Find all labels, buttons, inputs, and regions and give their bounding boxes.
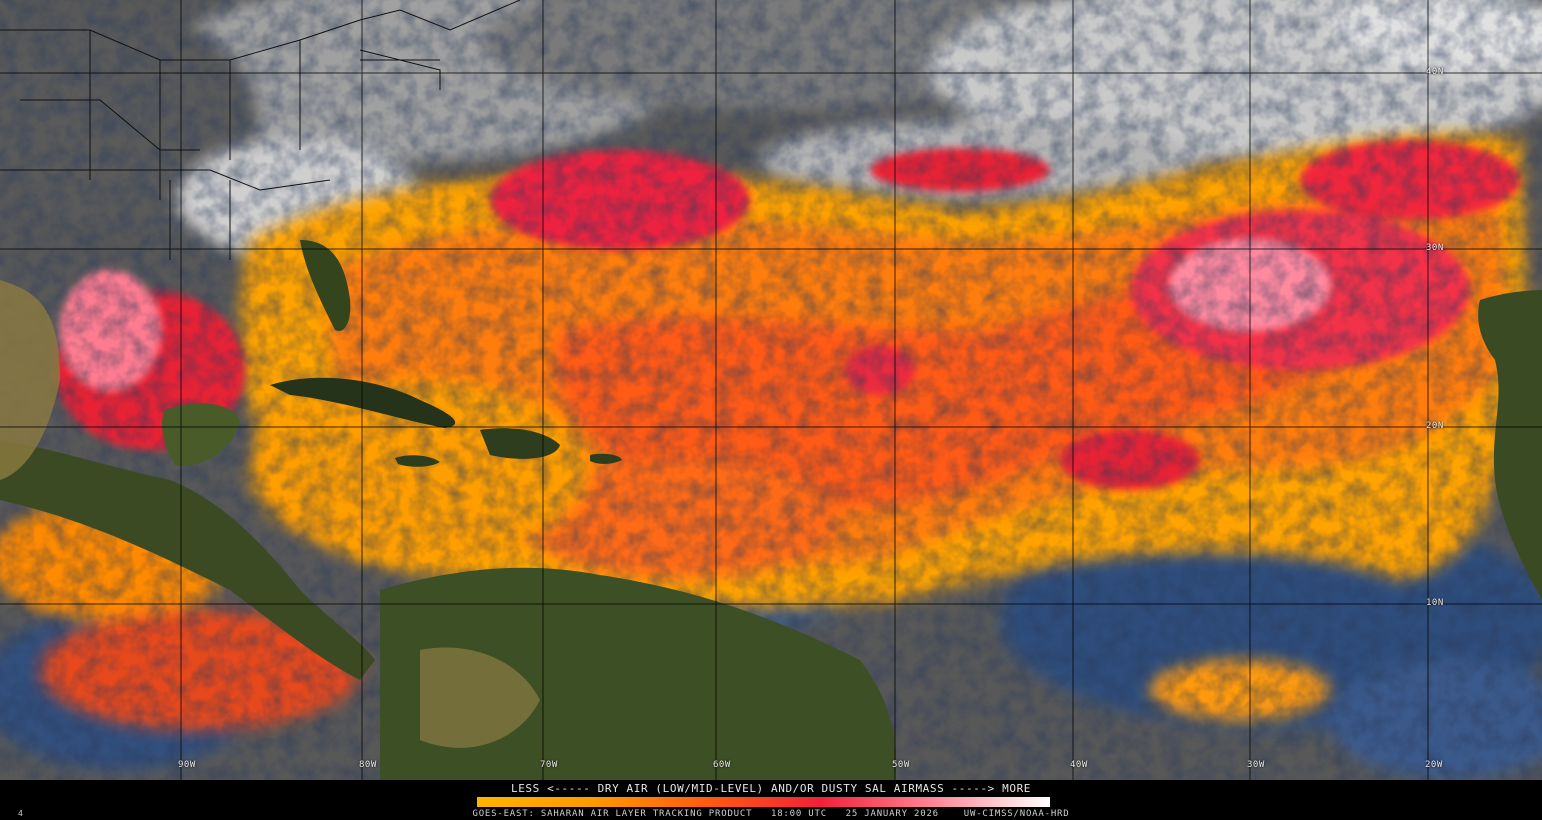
- florida-peninsula: [300, 240, 351, 331]
- central-america: [0, 440, 375, 680]
- lon-label-50w: 50W: [892, 760, 910, 770]
- product-name: GOES-EAST: SAHARAN AIR LAYER TRACKING PR…: [472, 809, 753, 819]
- lat-label-30n: 30N: [1426, 243, 1444, 253]
- lon-label-70w: 70W: [540, 760, 558, 770]
- product-credit: UW-CIMSS/NOAA-HRD: [963, 809, 1070, 819]
- hispaniola: [480, 428, 560, 459]
- lat-label-20n: 20N: [1426, 421, 1444, 431]
- lat-label-40n: 40N: [1426, 67, 1444, 77]
- land-masses: [0, 240, 1542, 780]
- footer: 4 GOES-EAST: SAHARAN AIR LAYER TRACKING …: [0, 809, 1542, 820]
- legend-bar: LESS <----- DRY AIR (LOW/MID-LEVEL) AND/…: [0, 780, 1542, 820]
- lon-label-30w: 30W: [1247, 760, 1265, 770]
- political-borders: [0, 0, 521, 260]
- yucatan-peninsula: [162, 403, 240, 466]
- west-africa: [1478, 290, 1542, 600]
- lat-label-10n: 10N: [1426, 598, 1444, 608]
- jamaica: [395, 455, 440, 467]
- llanos-terrain: [420, 647, 540, 748]
- lon-label-80w: 80W: [359, 760, 377, 770]
- legend-caption: LESS <----- DRY AIR (LOW/MID-LEVEL) AND/…: [510, 782, 1032, 795]
- product-time: 18:00 UTC: [771, 809, 827, 819]
- product-date: 25 JANUARY 2026: [845, 809, 939, 819]
- lon-label-20w: 20W: [1425, 760, 1443, 770]
- lon-label-90w: 90W: [178, 760, 196, 770]
- mexico-terrain: [0, 280, 60, 480]
- lon-label-40w: 40W: [1070, 760, 1088, 770]
- puerto-rico: [590, 453, 622, 464]
- dry-air-colorbar: [477, 797, 1050, 807]
- map-canvas: [0, 0, 1542, 780]
- cuba: [270, 377, 456, 428]
- satellite-map: 40N 30N 20N 10N 90W 80W 70W 60W 50W 40W …: [0, 0, 1542, 780]
- product-info: GOES-EAST: SAHARAN AIR LAYER TRACKING PR…: [0, 809, 1542, 819]
- corner-mark: 4: [18, 809, 23, 818]
- lon-label-60w: 60W: [713, 760, 731, 770]
- lat-lon-grid: [0, 0, 1542, 780]
